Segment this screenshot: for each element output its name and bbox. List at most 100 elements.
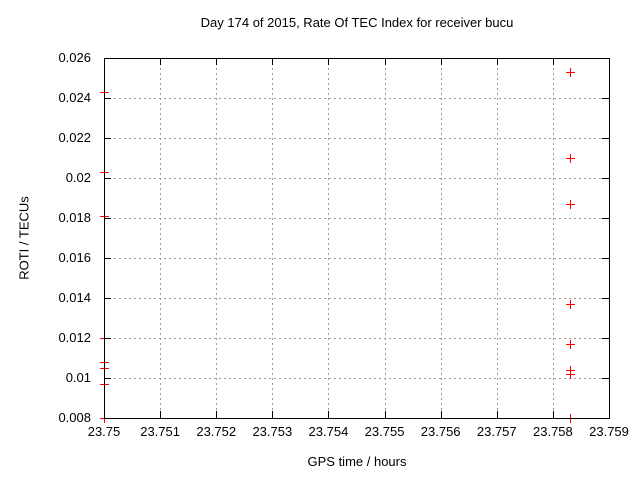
y-gridline [104,178,609,179]
x-tick-label: 23.752 [196,424,237,439]
y-gridline [104,298,609,299]
y-tick-mark-right [602,218,609,219]
marker-vertical-bar [104,168,105,177]
marker-vertical-bar [104,88,105,97]
data-point-marker [565,370,575,379]
x-tick-mark-top [609,58,610,65]
x-tick-mark-top [272,58,274,65]
y-tick-mark-left [104,178,111,179]
x-gridline [216,58,218,418]
marker-vertical-bar [569,200,571,209]
data-point-marker [565,414,575,423]
y-tick-mark-left [104,138,111,139]
x-tick-mark-bottom [272,411,274,418]
data-point-marker [565,340,575,349]
x-tick-label: 23.753 [252,424,293,439]
x-tick-mark-bottom [104,411,105,418]
x-axis-label: GPS time / hours [307,454,407,469]
y-tick-label: 0.02 [65,170,91,185]
y-gridline [104,218,609,219]
y-tick-label: 0.026 [58,50,91,65]
y-tick-label: 0.01 [65,370,91,385]
y-tick-label: 0.024 [58,90,91,105]
x-tick-label: 23.75 [87,424,121,439]
y-tick-mark-right [602,98,609,99]
x-gridline [496,58,498,418]
data-point-marker [100,364,109,373]
y-tick-mark-right [602,418,609,419]
y-gridline [104,98,609,99]
marker-vertical-bar [569,370,571,379]
y-tick-mark-left [104,218,111,219]
chart-title: Day 174 of 2015, Rate Of TEC Index for r… [200,15,514,30]
data-point-marker [565,68,575,77]
x-tick-mark-top [104,58,105,65]
data-point-marker [100,168,109,177]
x-tick-mark-bottom [552,411,554,418]
x-tick-mark-bottom [328,411,330,418]
data-point-marker [100,88,109,97]
x-tick-label: 23.754 [308,424,349,439]
y-tick-label: 0.018 [58,210,91,225]
y-tick-mark-left [104,58,111,59]
x-tick-label: 23.759 [589,424,629,439]
y-tick-mark-left [104,378,111,379]
y-gridline [104,338,609,339]
marker-vertical-bar [569,300,571,309]
x-tick-mark-top [384,58,386,65]
marker-vertical-bar [569,414,571,423]
y-tick-label: 0.012 [58,330,91,345]
x-tick-mark-bottom [440,411,442,418]
marker-vertical-bar [104,380,105,389]
marker-vertical-bar [569,154,571,163]
x-tick-label: 23.757 [476,424,517,439]
y-gridline [104,258,609,259]
y-tick-mark-right [602,338,609,339]
y-tick-mark-left [104,418,111,419]
x-gridline [384,58,386,418]
x-tick-mark-top [328,58,330,65]
y-tick-mark-right [602,378,609,379]
x-tick-mark-top [160,58,162,65]
x-tick-mark-bottom [609,411,610,418]
data-point-marker [100,380,109,389]
x-tick-mark-top [216,58,218,65]
x-tick-mark-top [496,58,498,65]
data-point-marker [565,200,575,209]
y-tick-label: 0.016 [58,250,91,265]
x-tick-mark-bottom [384,411,386,418]
x-tick-label: 23.751 [140,424,180,439]
x-tick-mark-top [440,58,442,65]
y-gridline [104,378,609,379]
x-tick-label: 23.756 [420,424,461,439]
y-tick-mark-right [602,58,609,59]
y-tick-mark-left [104,258,111,259]
y-tick-mark-right [602,258,609,259]
x-gridline [272,58,274,418]
y-tick-label: 0.022 [58,130,91,145]
x-gridline [160,58,162,418]
data-point-marker [565,300,575,309]
x-gridline [440,58,442,418]
y-tick-mark-right [602,178,609,179]
x-gridline [552,58,554,418]
x-tick-mark-bottom [160,411,162,418]
y-tick-mark-left [104,338,111,339]
x-tick-label: 23.758 [532,424,573,439]
data-point-marker [100,212,109,221]
plot-border [104,58,610,419]
y-tick-label: 0.008 [58,410,91,425]
data-point-marker [565,154,575,163]
marker-vertical-bar [104,364,105,373]
y-tick-mark-left [104,98,111,99]
x-tick-label: 23.755 [364,424,405,439]
y-tick-mark-right [602,298,609,299]
x-tick-mark-top [552,58,554,65]
marker-vertical-bar [104,212,105,221]
y-tick-mark-left [104,298,111,299]
y-tick-mark-right [602,138,609,139]
x-tick-mark-bottom [216,411,218,418]
x-tick-mark-bottom [496,411,498,418]
marker-vertical-bar [569,68,571,77]
